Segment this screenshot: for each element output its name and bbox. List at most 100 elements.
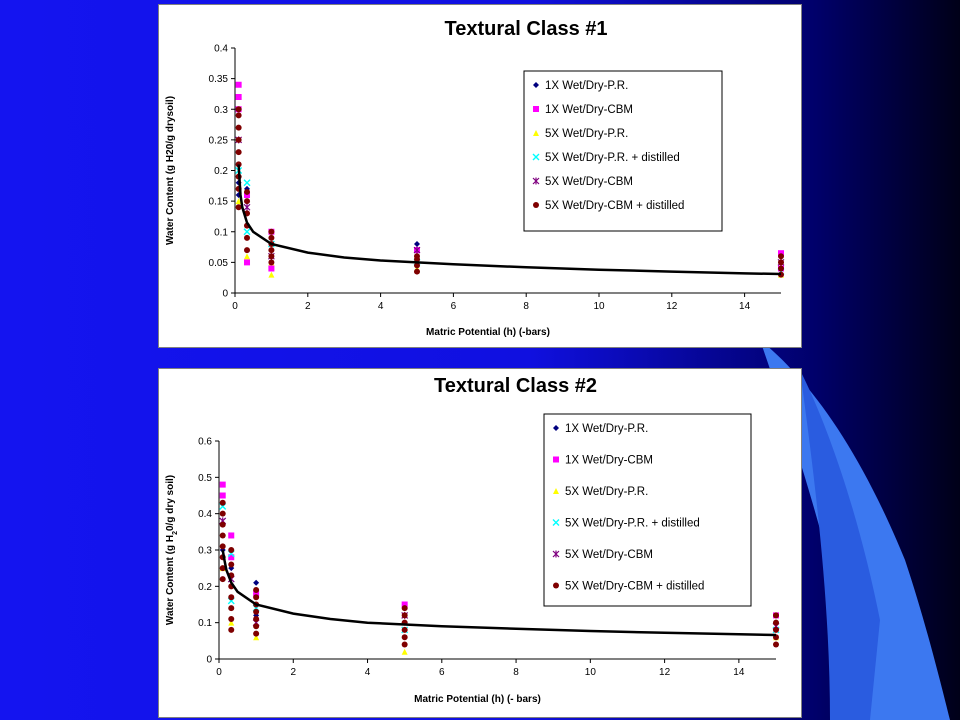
x-tick-label: 12 [666, 301, 678, 312]
data-point [268, 253, 275, 260]
data-point [235, 161, 242, 168]
y-tick-label: 0.4 [198, 509, 212, 520]
data-point [253, 630, 260, 637]
legend-marker-triangle-icon [553, 488, 559, 494]
legend-entry-label: 5X Wet/Dry-P.R. [545, 128, 628, 140]
y-tick-label: 0.1 [198, 618, 212, 629]
y-tick-label: 0.2 [198, 582, 212, 593]
fit-curve [237, 164, 782, 276]
data-point [243, 179, 251, 187]
x-tick-label: 14 [733, 667, 745, 678]
data-point [244, 253, 251, 260]
data-point [243, 228, 251, 236]
data-point [253, 586, 260, 593]
data-point [235, 106, 242, 113]
data-point [268, 259, 275, 266]
legend-entry-label: 5X Wet/Dry-CBM [545, 176, 633, 188]
x-tick-label: 2 [305, 301, 311, 312]
data-point [228, 619, 235, 626]
data-point [778, 265, 784, 272]
legend-marker-circle-icon [553, 582, 559, 589]
data-point [268, 271, 275, 278]
legend-marker-triangle-icon [533, 130, 539, 136]
y-axis-label-subscript: 2 [172, 531, 179, 535]
legend-entry-label: 1X Wet/Dry-CBM [565, 455, 653, 467]
data-point [235, 94, 242, 100]
legend-entry-label: 5X Wet/Dry-P.R. + distilled [565, 518, 700, 530]
data-point [414, 268, 420, 275]
data-point [778, 250, 784, 257]
data-point [253, 634, 260, 641]
data-point [219, 481, 226, 488]
fit-curve [221, 549, 777, 637]
data-point [244, 198, 251, 205]
y-axis-label: Water Content (g H20/g drysoil) [165, 96, 176, 245]
data-point [778, 259, 784, 266]
x-tick-label: 10 [593, 301, 605, 312]
x-tick-label: 0 [216, 667, 222, 678]
data-point [235, 81, 242, 88]
data-point [401, 648, 408, 655]
x-tick-label: 0 [232, 301, 238, 312]
data-point [219, 521, 226, 528]
data-point [228, 616, 235, 623]
data-point [268, 265, 275, 272]
x-tick-label: 14 [739, 301, 751, 312]
data-point [244, 188, 251, 195]
x-tick-label: 4 [365, 667, 371, 678]
y-tick-label: 0.3 [214, 105, 228, 116]
data-point [414, 262, 420, 269]
data-point [268, 228, 275, 235]
data-point [268, 234, 275, 241]
x-tick-label: 2 [290, 667, 296, 678]
legend-entry-label: 5X Wet/Dry-P.R. + distilled [545, 152, 680, 164]
x-tick-label: 6 [451, 301, 457, 312]
data-point [401, 601, 408, 608]
y-axis-label-part: Water Content (g H [165, 535, 176, 625]
x-tick-label: 6 [439, 667, 445, 678]
data-point [414, 253, 420, 260]
data-point [235, 136, 242, 143]
legend-entry-label: 1X Wet/Dry-CBM [545, 104, 633, 116]
data-point [219, 510, 226, 517]
chart-title: Textural Class #2 [434, 375, 597, 397]
data-point [773, 626, 779, 633]
chart-panel-2: Textural Class #2 0 0.1 0.2 0.3 0.4 0.5 0.6 0 2 4 6… [158, 368, 802, 718]
data-point [235, 198, 242, 205]
data-point [414, 241, 420, 247]
y-tick-label: 0.5 [198, 473, 212, 484]
legend: 1X Wet/Dry-P.R. 1X Wet/Dry-CBM 5X Wet/Dry-… [523, 70, 723, 232]
y-tick-label: 0 [222, 289, 228, 300]
legend-marker-star-icon [532, 177, 540, 185]
x-tick-label: 10 [585, 667, 597, 678]
data-point [773, 612, 779, 619]
data-point [401, 605, 408, 612]
data-point [228, 626, 235, 633]
data-point [244, 192, 251, 198]
y-tick-label: 0.6 [198, 437, 212, 448]
y-tick-label: 0.1 [214, 227, 228, 238]
legend-entry-label: 1X Wet/Dry-P.R. [545, 80, 628, 92]
data-point [244, 259, 251, 266]
data-point [401, 612, 408, 619]
y-tick-label: 0.35 [209, 74, 229, 85]
chart-1: Textural Class #1 0 0.05 0.1 0.15 0.2 0.25 0.3 0… [165, 18, 785, 338]
legend-marker-diamond-icon [553, 425, 559, 431]
data-point [228, 554, 235, 561]
legend-entry-label: 1X Wet/Dry-P.R. [565, 423, 648, 435]
y-tick-label: 0.15 [209, 197, 229, 208]
x-tick-label: 8 [513, 667, 519, 678]
data-point [253, 623, 260, 630]
y-tick-label: 0.2 [214, 166, 228, 177]
y-axis-label: Water Content (g H20/g dry soil) [165, 475, 179, 625]
data-point [235, 204, 242, 211]
chart-panel-1: Textural Class #1 0 0.05 0.1 0.15 0.2 0.25 0.3 0… [158, 4, 802, 348]
data-point [235, 112, 242, 119]
data-point [413, 246, 421, 254]
slide-swoosh-mid [800, 370, 880, 720]
y-tick-label: 0.3 [198, 546, 212, 557]
data-point [253, 616, 260, 623]
data-point [268, 247, 275, 254]
data-point [244, 247, 251, 254]
series-circle [219, 499, 779, 648]
